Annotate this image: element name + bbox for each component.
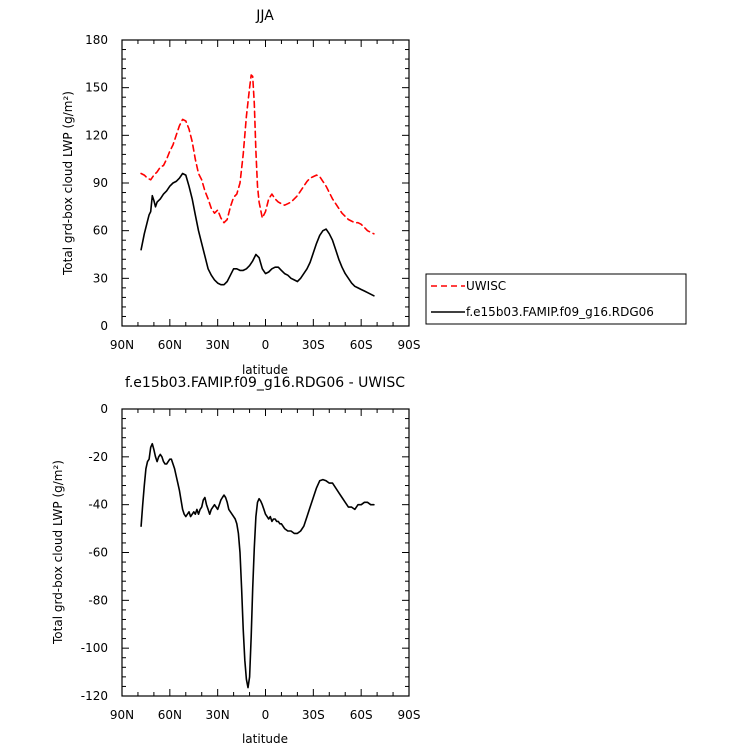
- bottom-x-tick-label: 30N: [206, 708, 230, 722]
- bottom-series-line-0: [140, 442, 375, 689]
- top-y-tick-label: 150: [85, 81, 108, 95]
- bottom-x-tick-label: 0: [262, 708, 270, 722]
- bottom-plot-frame: [121, 408, 410, 697]
- top-x-axis-label: latitude: [242, 363, 288, 377]
- top-y-tick-label: 120: [85, 128, 108, 142]
- top-series-line-1: [140, 172, 375, 297]
- top-series-line-0: [140, 74, 375, 235]
- bottom-series-lines: [140, 442, 375, 689]
- bottom-x-tick-label: 90S: [398, 708, 421, 722]
- bottom-x-tick-label: 60N: [158, 708, 182, 722]
- top-y-tick-label: 180: [85, 33, 108, 47]
- top-y-tick-label: 90: [93, 176, 108, 190]
- top-x-axis: 90N 60N 30N 0 30S 60S 90S: [110, 40, 421, 352]
- bottom-y-tick-label: -80: [88, 593, 108, 607]
- bottom-y-tick-label: -120: [81, 689, 108, 703]
- top-panel: JJA 90N 60N 30N 0 30S 60S 90S 0 30 60 90 120 150 180…: [61, 8, 420, 377]
- bottom-panel-title: f.e15b03.FAMIP.f09_g16.RDG06 - UWISC: [125, 375, 405, 391]
- top-x-tick-label: 0: [262, 338, 270, 352]
- bottom-y-tick-label: -60: [88, 546, 108, 560]
- top-plot-frame: [121, 39, 410, 327]
- bottom-panel: f.e15b03.FAMIP.f09_g16.RDG06 - UWISC 90N…: [51, 375, 420, 746]
- top-y-axis-label: Total grd-box cloud LWP (g/m²): [61, 91, 75, 276]
- bottom-x-axis-label: latitude: [242, 732, 288, 746]
- top-y-tick-label: 30: [93, 271, 108, 285]
- top-y-tick-label: 0: [100, 319, 108, 333]
- bottom-y-axis: -120 -100 -80 -60 -40 -20 0: [81, 402, 409, 703]
- bottom-x-axis: 90N 60N 30N 0 30S 60S 90S: [110, 409, 421, 722]
- top-x-tick-label: 90N: [110, 338, 134, 352]
- bottom-y-tick-label: 0: [100, 402, 108, 416]
- legend-label-model: f.e15b03.FAMIP.f09_g16.RDG06: [466, 305, 654, 319]
- legend-label-uwisc: UWISC: [466, 279, 506, 293]
- top-y-tick-label: 60: [93, 224, 108, 238]
- top-x-tick-label: 60S: [350, 338, 373, 352]
- bottom-y-tick-label: -20: [88, 450, 108, 464]
- bottom-y-tick-label: -100: [81, 641, 108, 655]
- legend-box: [425, 273, 687, 325]
- bottom-y-tick-label: -40: [88, 498, 108, 512]
- bottom-x-tick-label: 60S: [350, 708, 373, 722]
- top-x-tick-label: 30S: [302, 338, 325, 352]
- bottom-x-tick-label: 30S: [302, 708, 325, 722]
- top-panel-title: JJA: [255, 8, 274, 24]
- top-x-tick-label: 90S: [398, 338, 421, 352]
- bottom-y-axis-label: Total grd-box cloud LWP (g/m²): [51, 460, 65, 645]
- top-x-tick-label: 60N: [158, 338, 182, 352]
- bottom-x-tick-label: 90N: [110, 708, 134, 722]
- top-series-lines: [140, 74, 375, 297]
- legend: UWISC f.e15b03.FAMIP.f09_g16.RDG06: [425, 273, 687, 325]
- top-y-axis: 0 30 60 90 120 150 180: [85, 33, 409, 333]
- top-x-tick-label: 30N: [206, 338, 230, 352]
